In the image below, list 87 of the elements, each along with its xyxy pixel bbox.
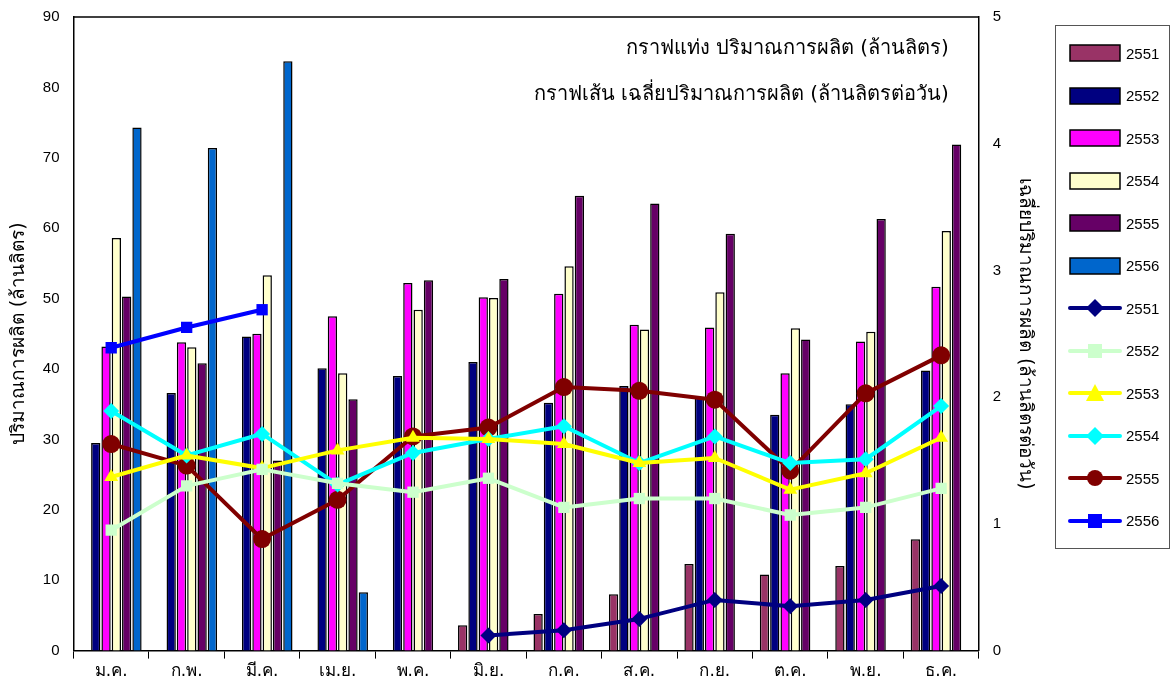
point — [405, 444, 421, 461]
point — [706, 591, 723, 608]
point — [933, 577, 950, 594]
point — [330, 442, 345, 455]
x-tick-label: เม.ย. — [318, 660, 357, 681]
point — [631, 610, 648, 627]
x-tick-label: ธ.ค. — [925, 660, 958, 681]
y2-tick-label: 0 — [992, 640, 1002, 658]
legend-label: 2554 — [1126, 427, 1160, 445]
y-tick-label: 90 — [42, 7, 60, 25]
point — [253, 530, 272, 549]
point — [105, 342, 117, 354]
point — [555, 622, 572, 639]
x-tick-label: ส.ค. — [623, 660, 656, 681]
y-tick-label: 50 — [42, 288, 60, 306]
point — [782, 598, 799, 615]
point — [181, 321, 193, 334]
point — [328, 490, 347, 509]
legend-label: 2556 — [1126, 257, 1160, 275]
point — [709, 492, 721, 505]
point — [932, 346, 951, 365]
x-tick-label: ต.ค. — [773, 660, 807, 681]
point — [102, 435, 121, 454]
legend-label: 2551 — [1126, 44, 1160, 62]
legend-label: 2555 — [1126, 469, 1160, 487]
point — [632, 455, 647, 468]
y-tick-label: 80 — [42, 77, 60, 95]
point — [857, 451, 874, 468]
point — [857, 591, 874, 608]
legend-label: 2552 — [1126, 342, 1160, 360]
point — [407, 486, 419, 498]
point — [633, 492, 645, 505]
x-tick-label: ก.ค. — [547, 660, 580, 681]
point — [256, 304, 268, 316]
y2-tick-label: 1 — [992, 514, 1002, 532]
point — [556, 436, 571, 449]
x-tick-label: ก.ย. — [699, 660, 731, 681]
point — [554, 378, 573, 397]
x-tick-label: มี.ค. — [245, 660, 279, 681]
point — [181, 480, 193, 492]
legend-label: 2556 — [1126, 512, 1160, 530]
x-tick-label: ม.ค. — [94, 660, 128, 681]
y2-tick-label: 5 — [992, 7, 1002, 25]
point — [856, 384, 875, 403]
x-tick-label: ก.พ. — [170, 660, 203, 681]
y-tick-label: 10 — [42, 570, 60, 588]
point — [555, 418, 572, 435]
point — [179, 447, 194, 460]
point — [103, 403, 120, 420]
point — [935, 482, 947, 495]
point — [784, 509, 796, 521]
y-tick-label: 20 — [42, 499, 60, 517]
point — [558, 501, 570, 514]
point — [331, 477, 344, 489]
legend-label: 2551 — [1126, 299, 1160, 317]
x-tick-label: พ.ค. — [396, 660, 430, 681]
point — [630, 381, 649, 400]
point — [480, 627, 497, 644]
point — [860, 501, 872, 514]
y-tick-label: 70 — [42, 147, 60, 165]
point — [254, 425, 271, 442]
y-axis-title: ปริมาณการผลิต (ล้านลิตร) — [6, 222, 29, 446]
legend-label: 2553 — [1126, 384, 1160, 402]
y2-axis-title: เฉลี่ยปริมาณการผลิต (ล้านลิตรต่อวัน) — [1015, 177, 1040, 490]
point — [482, 472, 495, 484]
annotation: กราฟแท่ง ปริมาณการผลิต (ล้านลิตร) — [625, 35, 949, 60]
point — [105, 524, 117, 536]
y-tick-label: 40 — [42, 359, 60, 377]
legend-label: 2552 — [1126, 87, 1160, 105]
point — [706, 428, 723, 445]
annotation: กราฟเส้น เฉลี่ยปริมาณการผลิต (ล้านลิตรต่อวัน) — [533, 79, 949, 106]
legend-label: 2553 — [1126, 129, 1160, 147]
y2-tick-label: 4 — [992, 133, 1002, 151]
y2-tick-label: 3 — [992, 260, 1002, 278]
point — [933, 398, 950, 415]
legend-label: 2554 — [1126, 172, 1160, 190]
point — [705, 390, 724, 409]
y2-tick-label: 2 — [992, 387, 1002, 405]
y-tick-label: 0 — [51, 640, 60, 658]
x-tick-label: มิ.ย. — [472, 660, 505, 681]
point — [783, 481, 798, 494]
point — [782, 455, 799, 472]
y-tick-label: 30 — [42, 429, 60, 447]
point — [858, 465, 873, 478]
x-tick-label: พ.ย. — [849, 660, 882, 681]
legend-label: 2555 — [1126, 214, 1160, 232]
y-tick-label: 60 — [42, 218, 60, 236]
